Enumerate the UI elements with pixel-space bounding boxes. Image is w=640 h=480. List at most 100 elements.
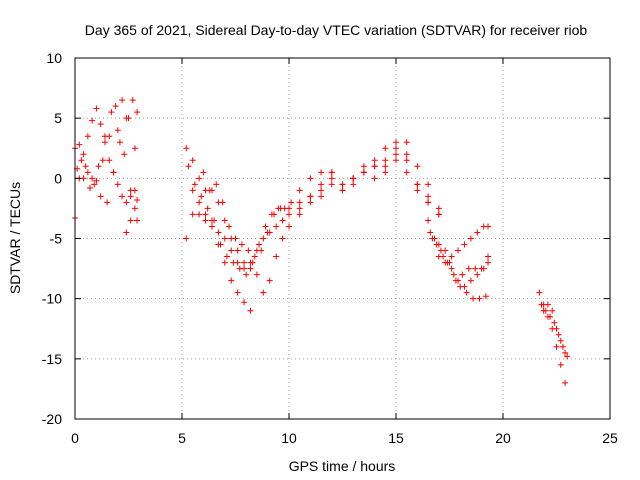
data-point (183, 145, 190, 152)
data-points (72, 97, 571, 386)
data-point (328, 175, 335, 182)
data-point (296, 211, 303, 218)
y-tick-label: -20 (42, 411, 62, 427)
data-point (123, 229, 130, 236)
data-point (288, 199, 295, 206)
data-point (328, 169, 335, 176)
data-point (84, 169, 91, 176)
data-point (455, 247, 462, 254)
data-point (307, 199, 314, 206)
data-point (249, 259, 256, 266)
data-point (221, 259, 228, 266)
data-point (463, 289, 470, 296)
data-point (127, 187, 134, 194)
y-tick-label: 0 (54, 170, 62, 186)
data-point (393, 145, 399, 152)
data-point (296, 199, 303, 206)
data-point (258, 247, 265, 254)
data-point (206, 187, 213, 194)
data-point (553, 325, 560, 332)
series-track-f (183, 145, 254, 314)
series-track-a (72, 105, 138, 222)
series-track-d (76, 109, 141, 224)
data-point (544, 301, 551, 308)
data-point (127, 217, 134, 224)
data-point (228, 247, 235, 254)
data-point (238, 241, 245, 248)
data-point (403, 169, 410, 176)
data-point (540, 307, 547, 314)
series-track-b (72, 97, 141, 206)
data-point (360, 163, 367, 170)
data-point (485, 223, 492, 230)
series-track-n (435, 253, 492, 290)
data-point (189, 157, 196, 164)
data-point (425, 199, 432, 206)
data-point (555, 331, 562, 338)
data-point (427, 229, 434, 236)
data-point (403, 151, 410, 158)
data-point (97, 121, 104, 128)
data-point (253, 271, 260, 278)
data-point (89, 175, 96, 182)
data-point (286, 223, 292, 230)
data-point (470, 295, 477, 302)
data-point (271, 211, 278, 218)
data-point (200, 169, 207, 176)
data-point (371, 163, 378, 170)
data-point (82, 163, 89, 170)
data-point (393, 139, 399, 146)
data-point (382, 163, 389, 170)
data-point (217, 241, 224, 248)
data-point (213, 181, 220, 188)
data-point (196, 175, 203, 182)
series-track-i (189, 139, 442, 296)
data-point (435, 241, 442, 248)
data-point (202, 211, 209, 218)
data-point (435, 253, 442, 260)
data-point (455, 277, 462, 284)
data-point (251, 253, 258, 260)
data-point (241, 259, 248, 266)
data-point (189, 187, 196, 194)
data-point (350, 175, 357, 182)
data-point (256, 241, 263, 248)
data-point (208, 223, 215, 230)
data-point (450, 271, 457, 278)
data-point (108, 109, 115, 116)
data-point (131, 205, 138, 212)
data-point (191, 181, 198, 188)
data-point (123, 199, 130, 206)
data-point (226, 223, 233, 230)
data-point (202, 217, 209, 224)
data-point (101, 133, 108, 140)
data-point (476, 295, 483, 302)
data-point (536, 289, 543, 296)
data-point (448, 253, 455, 260)
data-point (129, 97, 136, 104)
data-point (448, 265, 455, 272)
grid (75, 58, 610, 419)
data-point (553, 343, 560, 350)
data-point (110, 169, 117, 176)
data-point (234, 247, 241, 254)
y-tick-labels: -20 -15 -10 -5 0 5 10 (42, 50, 62, 427)
data-point (307, 175, 314, 182)
data-point (198, 193, 205, 200)
data-point (482, 293, 489, 300)
data-point (116, 139, 123, 146)
data-point (260, 289, 267, 296)
data-point (241, 299, 248, 306)
data-point (382, 157, 389, 164)
data-point (232, 235, 239, 242)
data-point (318, 181, 325, 188)
series-track-o (536, 289, 569, 386)
data-point (134, 217, 141, 224)
data-point (472, 265, 479, 272)
data-point (234, 289, 241, 296)
data-point (134, 196, 141, 203)
data-point (219, 199, 226, 206)
series-track-m (429, 223, 492, 260)
data-point (371, 175, 378, 182)
data-point (350, 181, 357, 188)
